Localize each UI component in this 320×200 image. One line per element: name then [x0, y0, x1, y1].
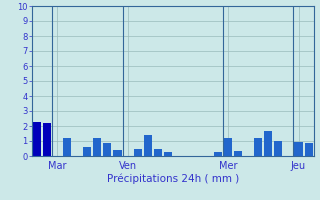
Bar	[93, 138, 101, 156]
Bar	[133, 149, 142, 156]
Bar	[114, 150, 122, 156]
Bar	[214, 152, 222, 156]
Bar	[264, 131, 272, 156]
Bar	[294, 142, 302, 156]
Bar	[224, 138, 232, 156]
Bar	[154, 149, 162, 156]
Bar	[43, 123, 51, 156]
Bar	[103, 142, 111, 156]
Bar	[144, 135, 152, 156]
Bar	[254, 138, 262, 156]
Bar	[234, 151, 242, 156]
X-axis label: Précipitations 24h ( mm ): Précipitations 24h ( mm )	[107, 174, 239, 184]
Bar	[33, 121, 41, 156]
Bar	[63, 138, 71, 156]
Bar	[305, 143, 313, 156]
Bar	[83, 147, 91, 156]
Bar	[164, 152, 172, 156]
Bar	[274, 141, 283, 156]
